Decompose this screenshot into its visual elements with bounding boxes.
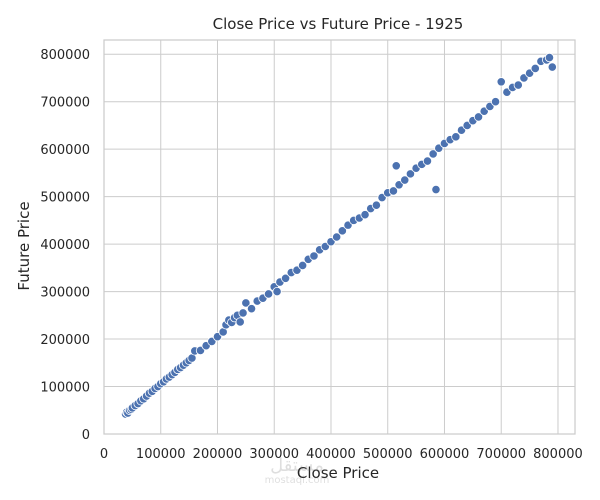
data-point	[547, 62, 557, 72]
data-point	[391, 161, 401, 171]
data-point	[490, 97, 501, 107]
data-point	[473, 112, 484, 122]
y-tick-label: 300000	[40, 286, 90, 301]
chart-title: Close Price vs Future Price - 1925	[213, 15, 464, 33]
x-axis-label: Close Price	[297, 464, 379, 482]
data-point	[272, 286, 282, 297]
data-point	[337, 226, 347, 236]
ticks-layer: 0 100000 200000 300000 400000 500000 600000 700…	[40, 48, 582, 462]
y-tick-label: 500000	[40, 191, 90, 206]
data-point	[513, 80, 523, 90]
x-tick-label: 0	[100, 447, 108, 462]
data-point	[400, 175, 410, 185]
x-tick-label: 800000	[533, 447, 583, 462]
x-tick-label: 700000	[476, 447, 526, 462]
data-point	[298, 260, 308, 271]
y-axis-label: Future Price	[15, 201, 33, 290]
axes-layer	[103, 39, 576, 435]
x-tick-label: 200000	[193, 447, 243, 462]
y-tick-label: 400000	[40, 238, 90, 253]
data-point	[263, 289, 274, 299]
data-point	[451, 132, 461, 142]
data-point	[388, 186, 399, 196]
data-point	[238, 308, 248, 318]
data-point	[246, 304, 257, 314]
data-point	[371, 200, 381, 210]
data-point	[360, 210, 370, 220]
y-tick-label: 0	[82, 428, 90, 443]
data-point	[428, 149, 438, 159]
data-point	[235, 317, 245, 327]
data-point	[422, 156, 433, 166]
data-point	[309, 251, 319, 261]
x-tick-label: 500000	[363, 447, 413, 462]
data-point	[496, 77, 506, 87]
y-tick-label: 700000	[40, 96, 90, 111]
data-point	[332, 232, 342, 242]
x-tick-label: 100000	[136, 447, 186, 462]
y-tick-label: 100000	[40, 381, 90, 396]
data-point	[280, 273, 291, 283]
data-point	[544, 52, 555, 63]
data-point	[431, 184, 441, 195]
y-tick-label: 600000	[40, 143, 90, 158]
y-tick-label: 200000	[40, 333, 90, 348]
y-tick-label: 800000	[40, 48, 90, 63]
x-tick-label: 600000	[420, 447, 470, 462]
points-layer	[120, 52, 557, 419]
x-tick-label: 400000	[306, 447, 356, 462]
data-point	[241, 298, 251, 308]
data-point	[405, 169, 416, 179]
plot-frame	[103, 39, 576, 435]
x-tick-label: 300000	[249, 447, 299, 462]
data-point	[530, 63, 540, 74]
